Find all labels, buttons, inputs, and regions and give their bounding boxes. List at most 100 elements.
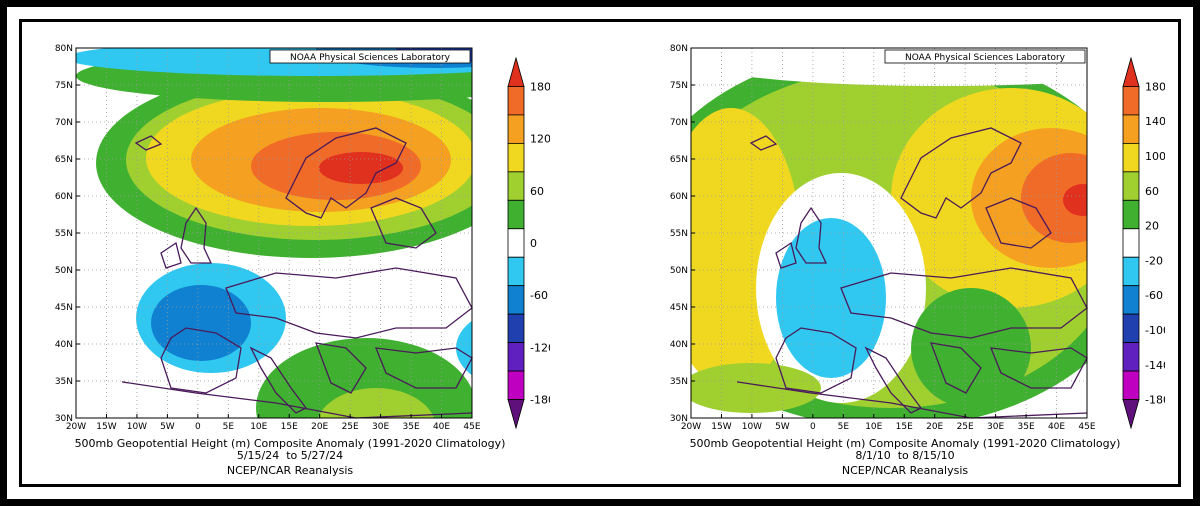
lat-tick-label: 50N — [55, 266, 73, 276]
lon-tick-label: 25E — [957, 422, 974, 432]
caption-right-line1: 500mb Geopotential Height (m) Composite … — [689, 437, 1121, 450]
colorbar-segment — [1122, 199, 1140, 230]
lon-tick-label: 5W — [775, 422, 790, 432]
anomaly-contour-8 — [456, 320, 472, 376]
anomaly-contour-9 — [911, 288, 1031, 408]
colorbar-label: -180 — [530, 394, 550, 407]
coastline-2 — [180, 206, 213, 264]
lon-tick-label: 15W — [96, 422, 116, 432]
coastline-3 — [160, 241, 182, 269]
lon-tick-label: 5W — [160, 422, 175, 432]
lon-tick-label: 15E — [896, 422, 913, 432]
lon-tick-label: 5E — [223, 422, 235, 432]
lat-tick-label: 55N — [670, 229, 688, 239]
colorbar: 180 120 60 0 -60 -120 -180 — [507, 56, 550, 430]
colorbar-label: 180 — [530, 80, 550, 93]
coastline-8 — [225, 267, 473, 339]
lab-label-box — [884, 49, 1086, 64]
caption-left-line2: 5/15/24 to 5/27/24 — [236, 449, 344, 462]
colorbar-arrow-bottom — [1122, 399, 1140, 430]
colorbar-segment — [1122, 256, 1140, 287]
coastline-7 — [314, 342, 367, 394]
colorbar-label: 140 — [1145, 115, 1165, 128]
caption-left-line3: NCEP/NCAR Reanalysis — [226, 464, 354, 477]
lat-tick-label: 35N — [670, 377, 688, 387]
colorbar-segment — [507, 256, 525, 287]
lat-tick-label: 75N — [55, 81, 73, 91]
lat-tick-label: 55N — [55, 229, 73, 239]
lat-tick-label: 70N — [670, 118, 688, 128]
coastline-6 — [864, 346, 922, 414]
lon-tick-label: 10W — [127, 422, 147, 432]
colorbar-arrow-bottom — [507, 399, 525, 430]
anomaly-contour-7 — [151, 285, 251, 361]
anomaly-contour-5 — [319, 152, 403, 184]
lon-tick-label: 40E — [1048, 422, 1065, 432]
lat-tick-label: 45N — [670, 303, 688, 313]
colorbar-segment — [1122, 370, 1140, 400]
caption-right-line3: NCEP/NCAR Reanalysis — [841, 464, 969, 477]
colorbar-segment — [1122, 114, 1140, 144]
lat-tick-label: 60N — [55, 192, 73, 202]
colorbar-segment — [507, 370, 525, 400]
colorbar-segment — [507, 228, 525, 258]
colorbar-label: 60 — [1145, 185, 1159, 198]
lon-tick-label: 0 — [195, 422, 201, 432]
colorbar-label: 120 — [530, 133, 550, 146]
coastline-7 — [929, 342, 982, 394]
lat-tick-label: 30N — [670, 414, 688, 424]
coastline-3 — [775, 241, 797, 269]
lon-tick-label: 30E — [372, 422, 389, 432]
panel-right: NOAA Physical Sciences Laboratory 80N 75N 7… — [645, 22, 1165, 484]
coastline-5 — [775, 327, 857, 394]
colorbar-segment — [1122, 228, 1140, 258]
lat-tick-label: 40N — [55, 340, 73, 350]
coastline-4 — [134, 135, 163, 151]
coastlines — [122, 127, 473, 419]
colorbar-segment — [507, 142, 525, 173]
coastline-5 — [160, 327, 242, 394]
colorbar-label: -120 — [530, 341, 550, 354]
anomaly-contour-11 — [691, 363, 821, 413]
anomaly-field — [691, 48, 1087, 418]
coastline-10 — [737, 381, 1088, 419]
lon-tick-label: 25E — [342, 422, 359, 432]
lat-tick-label: 30N — [55, 414, 73, 424]
lon-tick-label: 35E — [1018, 422, 1035, 432]
lon-tick-label: 20W — [681, 422, 701, 432]
colorbar-segment — [1122, 342, 1140, 372]
coastline-8 — [840, 267, 1088, 339]
colorbar-label: 0 — [530, 237, 537, 250]
colorbar-segment — [1122, 285, 1140, 315]
lat-tick-label: 75N — [670, 81, 688, 91]
colorbar-label: 100 — [1145, 150, 1165, 163]
coastline-10 — [122, 381, 473, 419]
lab-label: NOAA Physical Sciences Laboratory — [905, 53, 1066, 63]
coastline-2 — [795, 206, 828, 264]
lab-label: NOAA Physical Sciences Laboratory — [290, 53, 451, 63]
lat-tick-label: 35N — [55, 377, 73, 387]
lat-tick-label: 45N — [55, 303, 73, 313]
colorbar-label: -60 — [530, 289, 548, 302]
lon-tick-label: 0 — [810, 422, 816, 432]
lat-tick-label: 40N — [670, 340, 688, 350]
colorbar-label: -20 — [1145, 254, 1163, 267]
lon-tick-label: 20E — [926, 422, 943, 432]
coastline-1 — [370, 197, 437, 249]
colorbar-label: -60 — [1145, 289, 1163, 302]
anomaly-field — [76, 48, 472, 418]
anomaly-contour-9 — [256, 338, 472, 418]
lon-tick-label: 20W — [66, 422, 86, 432]
gridlines — [76, 48, 472, 418]
coastline-9 — [989, 347, 1088, 389]
figure-background: NOAA Physical Sciences Laboratory 80N 75N 7… — [7, 7, 1193, 499]
lat-tick-label: 50N — [670, 266, 688, 276]
colorbar-label: -180 — [1145, 394, 1165, 407]
colorbar-label: 60 — [530, 185, 544, 198]
colorbar-segment — [507, 342, 525, 372]
lat-tick-label: 65N — [670, 155, 688, 165]
lat-tick-label: 65N — [55, 155, 73, 165]
lon-tick-label: 30E — [987, 422, 1004, 432]
lab-label-box — [269, 49, 471, 64]
colorbar-label: 180 — [1145, 80, 1165, 93]
